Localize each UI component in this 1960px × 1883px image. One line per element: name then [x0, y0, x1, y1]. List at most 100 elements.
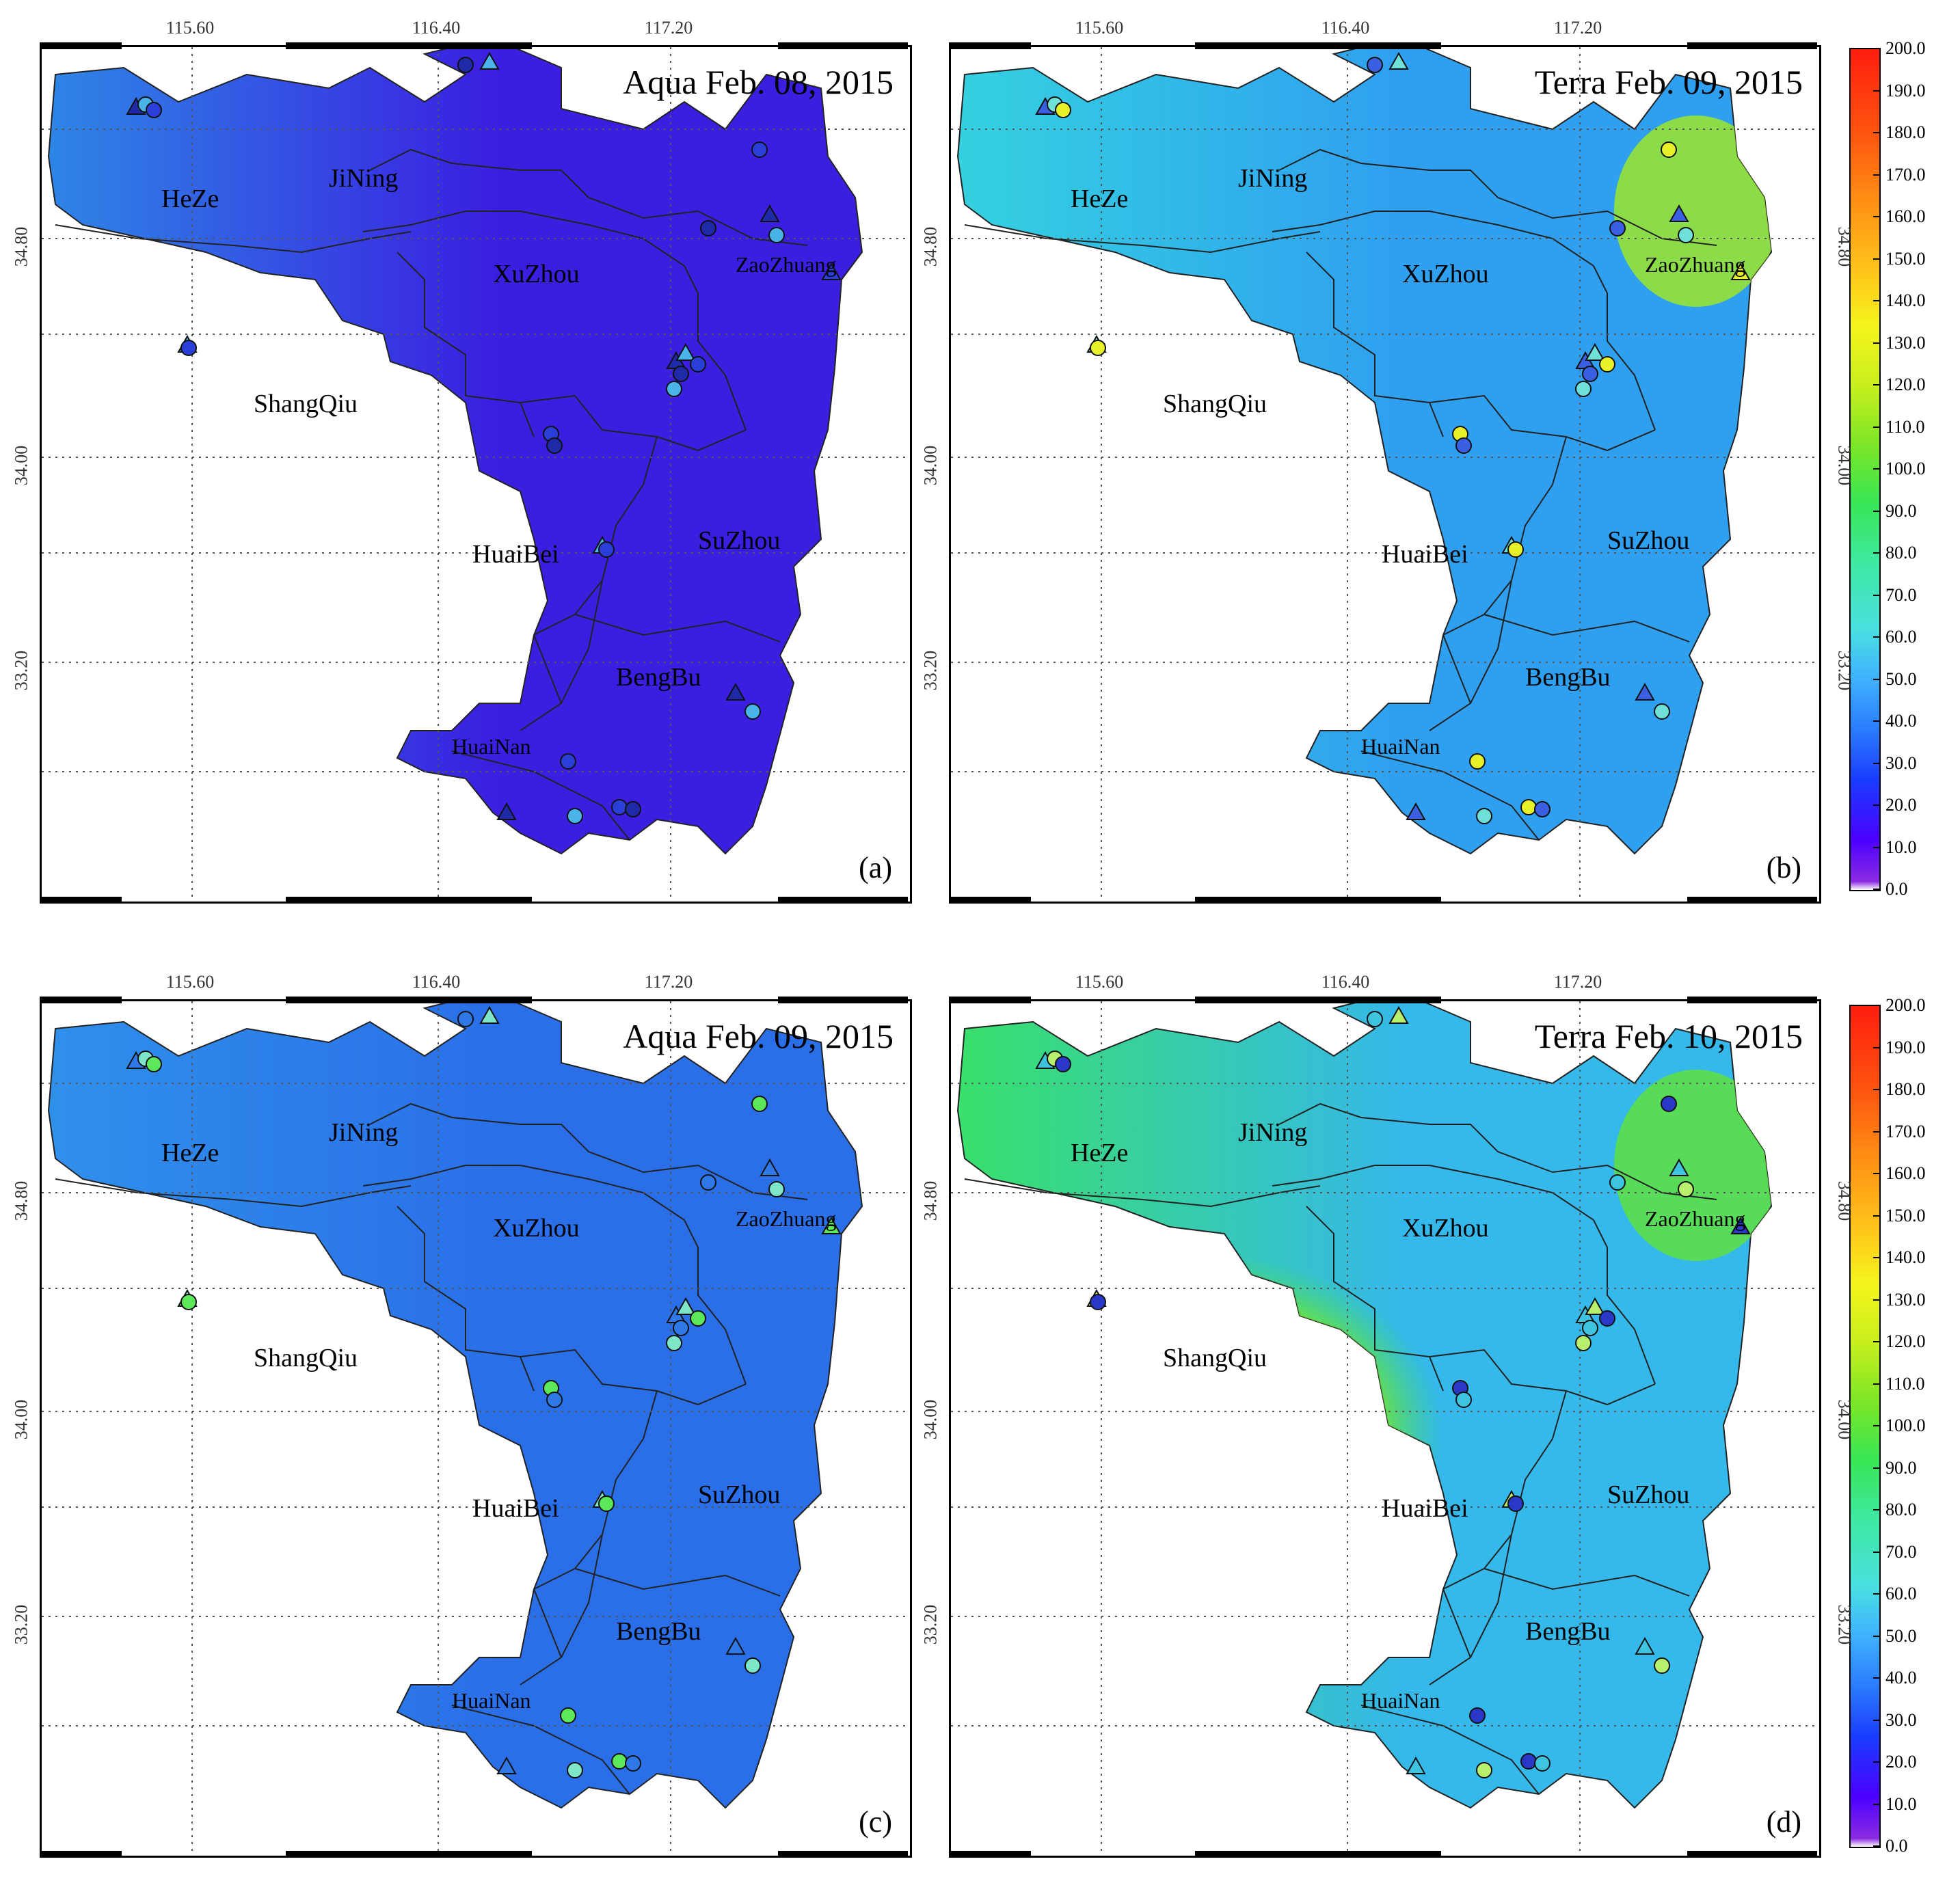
lat-tick-label: 34.00: [11, 445, 31, 486]
colorbar-tick-label: 160.0: [1885, 1163, 1926, 1183]
frame-bar: [286, 997, 532, 1003]
frame-bar: [949, 897, 1031, 904]
colorbar-tick-mark: [1873, 1005, 1880, 1006]
region-label-suzhou: SuZhou: [698, 526, 781, 555]
monitor-site-circle: [180, 1294, 197, 1310]
map-panel-d: HeZe JiNing XuZhou ZaoZhuang ShangQiu HuaiBei…: [949, 999, 1821, 1858]
monitor-site-circle: [690, 356, 706, 372]
colorbar-tick-mark: [1873, 174, 1880, 176]
monitor-site-circle: [751, 141, 768, 158]
monitor-site-circle: [1476, 808, 1492, 824]
monitor-site-triangle: [1669, 204, 1689, 222]
colorbar-tick-label: 70.0: [1885, 1541, 1917, 1562]
city-boundary: [55, 1178, 412, 1208]
region-label-zaozhuang: ZaoZhuang: [1645, 252, 1746, 277]
lon-tick-label: 117.20: [1553, 18, 1602, 38]
monitor-site-triangle: [725, 1636, 746, 1655]
monitor-site-circle: [1507, 1495, 1524, 1512]
monitor-site-circle: [1654, 1657, 1670, 1674]
colorbar-tick-mark: [1873, 90, 1880, 92]
panel-letter: (d): [1766, 1805, 1801, 1839]
colorbar-tick-label: 80.0: [1885, 543, 1917, 563]
study-area-fill: [47, 47, 863, 855]
monitor-site-triangle: [496, 802, 517, 820]
lon-tick-label: 115.60: [1075, 972, 1124, 992]
monitor-site-circle: [1661, 1096, 1677, 1112]
monitor-site-circle: [1575, 381, 1592, 397]
monitor-site-triangle: [760, 204, 780, 222]
city-boundary: [1484, 1568, 1690, 1597]
colorbar-tick-mark: [1873, 1677, 1880, 1679]
monitor-site-triangle: [496, 1756, 517, 1774]
monitor-site-circle: [611, 1753, 628, 1770]
colorbar-tick-label: 40.0: [1885, 1668, 1917, 1688]
monitor-site-circle: [1476, 1762, 1492, 1778]
region-label-shangqiu: ShangQiu: [1163, 1344, 1267, 1372]
city-boundary: [684, 1219, 747, 1385]
colorbar-tick-label: 20.0: [1885, 1752, 1917, 1772]
zaozhuang-high: [1614, 116, 1771, 307]
colorbar-tick-label: 170.0: [1885, 1121, 1926, 1141]
city-boundary: [1360, 1705, 1540, 1795]
region-label-zaozhuang: ZaoZhuang: [736, 1206, 837, 1231]
monitor-site-circle: [744, 1657, 761, 1674]
region-label-shangqiu: ShangQiu: [254, 390, 358, 418]
region-label-xuzhou: XuZhou: [493, 1214, 580, 1243]
colorbar-tick-label: 50.0: [1885, 1625, 1917, 1646]
colorbar-tick-label: 100.0: [1885, 1415, 1926, 1435]
colorbar-tick-mark: [1873, 889, 1880, 890]
city-boundary: [1593, 1219, 1656, 1385]
monitor-site-triangle: [1388, 1005, 1409, 1024]
colorbar-tick-label: 120.0: [1885, 375, 1926, 394]
frame-bar: [778, 897, 908, 904]
lon-tick-label: 116.40: [1321, 18, 1370, 38]
panel-title: Terra Feb. 09, 2015: [1534, 63, 1803, 101]
region-label-xuzhou: XuZhou: [493, 260, 580, 288]
colorbar-tick-label: 110.0: [1885, 416, 1925, 437]
monitor-site-circle: [1520, 1753, 1537, 1770]
lon-tick-label: 115.60: [1075, 18, 1124, 38]
colorbar-tick-mark: [1873, 132, 1880, 133]
monitor-site-circle: [546, 437, 563, 454]
monitor-site-triangle: [1406, 1756, 1426, 1774]
colorbar-tick-label: 50.0: [1885, 668, 1917, 689]
city-boundary: [520, 394, 747, 452]
city-boundary: [533, 634, 562, 704]
colorbar-tick-mark: [1873, 1719, 1880, 1721]
map-canvas: [951, 1001, 1819, 1856]
monitor-site-triangle: [479, 1005, 500, 1024]
region-label-huaibei: HuaiBei: [1382, 540, 1468, 569]
lat-tick-label: 34.80: [920, 226, 941, 267]
colorbar-tick-label: 200.0: [1885, 995, 1926, 1015]
lat-tick-label: 33.20: [11, 1604, 31, 1645]
colorbar-tick-mark: [1873, 1046, 1880, 1048]
monitor-site-triangle: [760, 1158, 780, 1176]
lat-tick-label-right: 33.20: [1834, 1604, 1855, 1645]
colorbar-tick-mark: [1873, 1467, 1880, 1469]
monitor-site-circle: [560, 753, 576, 770]
colorbar-tick-label: 110.0: [1885, 1373, 1925, 1394]
study-area-fill: [47, 1001, 863, 1809]
frame-bar: [1195, 897, 1441, 904]
monitor-site-circle: [768, 227, 785, 243]
monitor-site-triangle: [725, 682, 746, 701]
monitor-site-triangle: [675, 1297, 696, 1315]
monitor-site-circle: [1469, 753, 1486, 770]
city-boundary: [520, 1349, 747, 1406]
lat-tick-label: 34.00: [920, 445, 941, 486]
colorbar-tick-mark: [1873, 48, 1880, 49]
lat-tick-label-right: 34.80: [1834, 226, 1855, 267]
region-label-heze: HeZe: [1071, 185, 1129, 213]
colorbar-tick-mark: [1873, 510, 1880, 512]
region-label-huainan: HuaiNan: [1361, 734, 1440, 759]
colorbar-tick-label: 10.0: [1885, 1793, 1917, 1814]
city-boundary: [520, 580, 603, 731]
lon-tick-label: 115.60: [165, 972, 215, 992]
region-label-jining: JiNing: [329, 1118, 399, 1147]
colorbar-tick-label: 0.0: [1885, 879, 1908, 899]
colorbar-tick-label: 190.0: [1885, 80, 1926, 100]
region-label-xuzhou: XuZhou: [1402, 260, 1489, 288]
monitor-site-circle: [146, 102, 162, 118]
frame-bar: [40, 1851, 122, 1858]
frame-bar: [949, 42, 1031, 49]
